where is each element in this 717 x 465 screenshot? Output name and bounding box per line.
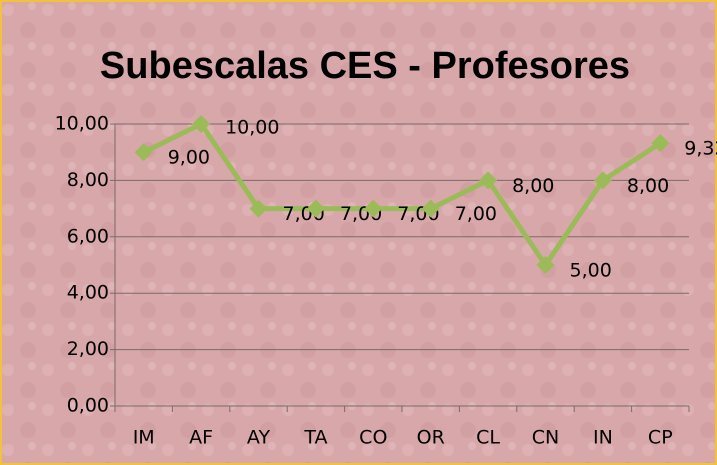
marker [421, 199, 440, 218]
marker [593, 171, 612, 190]
x-tick-label: CL [476, 427, 500, 449]
y-tick-label: 8,00 [67, 169, 109, 191]
data-label: 9,00 [168, 147, 210, 169]
data-label: 9,32 [684, 138, 717, 160]
marker [364, 199, 383, 218]
x-tick-label: AF [189, 427, 213, 449]
y-tick-label: 0,00 [67, 395, 109, 417]
marker [651, 134, 670, 153]
data-label: 7,00 [455, 203, 497, 225]
data-label: 5,00 [570, 260, 612, 282]
data-label: 8,00 [627, 175, 669, 197]
marker [536, 256, 555, 274]
x-tick-label: OR [417, 427, 445, 449]
y-tick-label: 6,00 [67, 225, 109, 247]
marker [306, 199, 325, 218]
marker [134, 143, 153, 162]
chart-title: Subescalas CES - Profesores [100, 45, 630, 87]
y-tick-label: 4,00 [67, 282, 109, 304]
marker [192, 115, 211, 133]
x-tick-label: IN [593, 427, 613, 449]
x-tick-label: TA [303, 427, 327, 449]
x-tick-label: CN [532, 427, 559, 449]
x-tick-label: AY [247, 427, 271, 449]
data-label: 8,00 [512, 175, 554, 197]
marker [249, 199, 268, 218]
data-line [142, 121, 662, 268]
x-tick-label: CO [359, 427, 387, 449]
x-tick-label: IM [133, 427, 155, 449]
marker [479, 171, 498, 190]
x-tick-label: CP [648, 427, 673, 449]
y-tick-label: 2,00 [67, 338, 109, 360]
data-label: 10,00 [225, 117, 279, 139]
y-tick-label: 10,00 [55, 113, 109, 135]
